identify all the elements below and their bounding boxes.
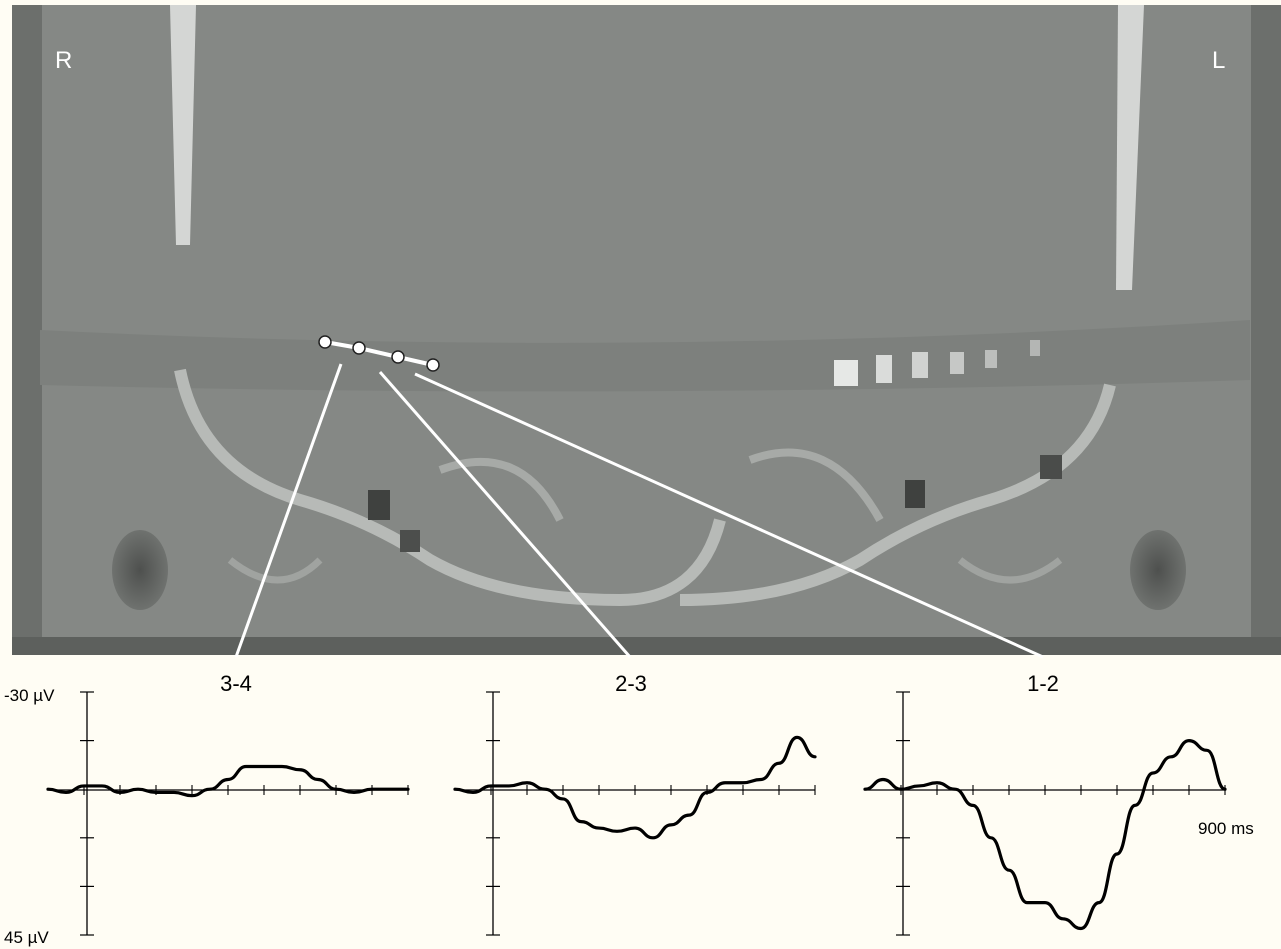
- orientation-left-label: L: [1212, 47, 1225, 74]
- electrode-strip: [234, 335, 1044, 659]
- y-axis-bottom-label: 45 µV: [4, 928, 49, 947]
- erp-trace-1-2: [863, 739, 1227, 931]
- electrode-contact-3: [352, 341, 366, 355]
- erp-panel-3-4: 3-4: [46, 671, 410, 936]
- electrode-contact-1: [426, 358, 440, 372]
- connector-line-3-4: [234, 363, 343, 658]
- panel-title: 3-4: [220, 671, 252, 696]
- panel-title: 1-2: [1027, 671, 1059, 696]
- time-axis-label: 900 ms: [1198, 819, 1254, 838]
- y-axis-top-label: -30 µV: [4, 686, 55, 705]
- erp-panels: 3-4 2-3 1-2: [46, 671, 1227, 936]
- erp-panel-1-2: 1-2: [863, 671, 1227, 936]
- erp-panel-2-3: 2-3: [453, 671, 817, 936]
- connector-line-2-3: [378, 371, 632, 658]
- erp-trace-2-3: [453, 735, 817, 840]
- panel-title: 2-3: [615, 671, 647, 696]
- connector-line-1-2: [414, 372, 1044, 659]
- electrode-contact-2: [391, 350, 405, 364]
- erp-trace-3-4: [46, 764, 410, 798]
- orientation-right-label: R: [55, 47, 72, 74]
- electrode-contact-4: [318, 335, 332, 349]
- ct-scan-image: [12, 5, 1281, 655]
